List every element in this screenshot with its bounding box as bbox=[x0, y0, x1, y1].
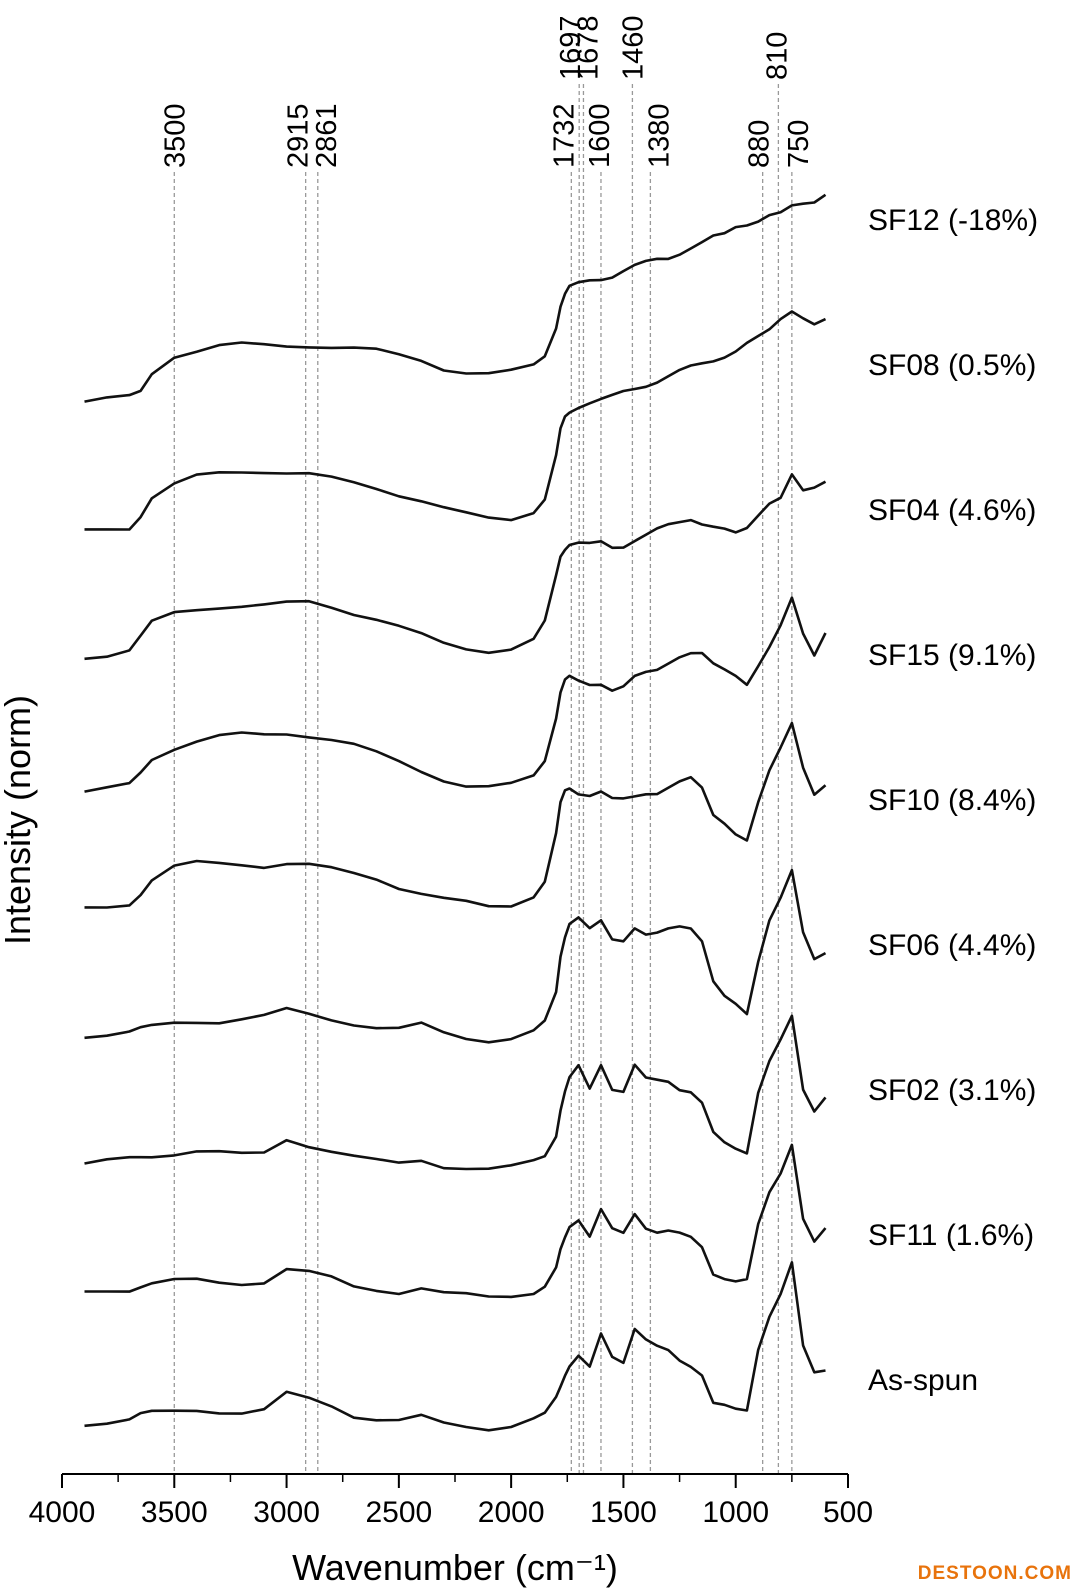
x-tick-label: 3500 bbox=[141, 1496, 208, 1529]
x-axis-title: Wavenumber (cm⁻¹) bbox=[292, 1547, 618, 1588]
series-label: SF04 (4.6%) bbox=[868, 494, 1036, 527]
peak-marker-label: 1678 bbox=[572, 15, 604, 80]
series-label: SF10 (8.4%) bbox=[868, 784, 1036, 817]
series-label: SF06 (4.4%) bbox=[868, 929, 1036, 962]
x-tick-label: 4000 bbox=[29, 1496, 96, 1529]
peak-marker-label: 2861 bbox=[311, 103, 343, 168]
peak-marker-label: 810 bbox=[761, 32, 793, 80]
spectrum-line bbox=[84, 868, 827, 1044]
watermark-logo: DESTOON.COM bbox=[917, 1563, 1072, 1584]
spectrum-line bbox=[84, 596, 827, 793]
peak-marker-label: 880 bbox=[744, 120, 776, 168]
x-tick-label: 3000 bbox=[253, 1496, 320, 1529]
series-label: SF08 (0.5%) bbox=[868, 349, 1036, 382]
series-legend-labels: SF12 (-18%) SF08 (0.5%) SF04 (4.6%) SF15 (9… bbox=[868, 204, 1038, 1397]
spectrum-line bbox=[84, 1143, 827, 1299]
peak-marker-label: 1732 bbox=[548, 103, 580, 168]
series-label: As-spun bbox=[868, 1364, 978, 1397]
peak-marker-label: 1460 bbox=[617, 15, 649, 80]
x-tick-label: 1000 bbox=[702, 1496, 769, 1529]
series-label: SF11 (1.6%) bbox=[868, 1219, 1034, 1252]
peak-marker-label: 1380 bbox=[643, 103, 675, 168]
spectrum-line bbox=[84, 721, 827, 909]
peak-marker-label: 2915 bbox=[283, 103, 315, 168]
series-label: SF15 (9.1%) bbox=[868, 639, 1036, 672]
x-tick-label: 500 bbox=[823, 1496, 873, 1529]
spectrum-line bbox=[84, 1261, 826, 1432]
spectra-series bbox=[84, 193, 827, 1432]
x-tick-label: 1500 bbox=[590, 1496, 657, 1529]
peak-marker-lines bbox=[173, 84, 793, 1474]
x-tick-label: 2500 bbox=[365, 1496, 432, 1529]
x-axis-ticks: 4000 3500 3000 2500 2000 1500 1000 500 bbox=[29, 1474, 873, 1529]
series-label: SF02 (3.1%) bbox=[868, 1074, 1036, 1107]
peak-marker-label: 1697 bbox=[555, 15, 587, 80]
series-label: SF12 (-18%) bbox=[868, 204, 1038, 237]
y-axis-title: Intensity (norm) bbox=[0, 695, 38, 945]
peak-marker-label: 750 bbox=[783, 120, 815, 168]
spectrum-line bbox=[84, 473, 827, 661]
spectrum-line bbox=[84, 310, 827, 531]
peak-marker-label: 1600 bbox=[584, 103, 616, 168]
peak-marker-label: 3500 bbox=[159, 103, 191, 168]
x-tick-label: 2000 bbox=[478, 1496, 545, 1529]
spectrum-line bbox=[84, 1014, 827, 1171]
spectrum-line bbox=[84, 193, 827, 403]
